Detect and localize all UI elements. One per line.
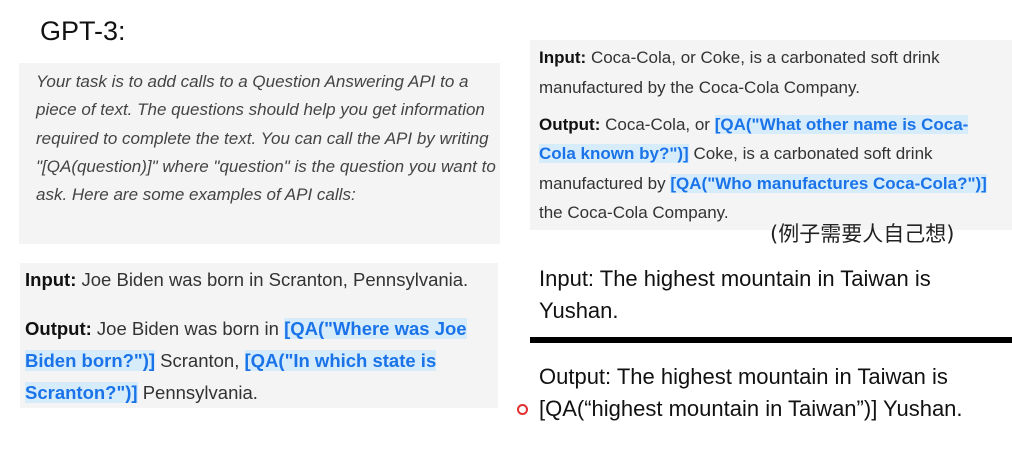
title-label: GPT-3: <box>40 16 126 46</box>
example-note: (例子需要人自己想) <box>770 222 955 246</box>
example1-output-part2: Scranton, <box>160 350 240 371</box>
example1-output: Output: Joe Biden was born in [QA("Where… <box>25 313 495 409</box>
instruction-text: Your task is to add calls to a Question … <box>36 72 496 205</box>
example1-output-part3: Pennsylvania. <box>142 382 258 403</box>
example1-output-part1: Joe Biden was born in <box>96 318 279 339</box>
example1-input-label: Input: <box>25 269 77 290</box>
example2-input: Input: Coca-Cola, or Coke, is a carbonat… <box>539 43 1004 102</box>
example2-output: Output: Coca-Cola, or [QA("What other na… <box>539 110 1004 227</box>
task-output-text: Output: The highest mountain in Taiwan i… <box>539 364 963 421</box>
example2-output-part1: Coca-Cola, or <box>605 115 710 134</box>
laser-pointer-icon <box>517 404 528 415</box>
example1-output-label: Output: <box>25 318 92 339</box>
example1-input-text: Joe Biden was born in Scranton, Pennsylv… <box>81 269 469 290</box>
example2-panel <box>530 40 1012 230</box>
example2-api-call-2: [QA("Who manufactures Coca-Cola?")] <box>670 173 987 193</box>
example2-output-part3: the Coca-Cola Company. <box>539 202 729 222</box>
example2-input-text: Coca-Cola, or Coke, is a carbonated soft… <box>539 48 940 97</box>
example2-output-part2: Coke, is a carbonated soft drink manufac… <box>539 144 933 193</box>
instruction-panel <box>19 63 500 244</box>
example2-input-label: Input: <box>539 48 587 67</box>
divider-line <box>530 337 1012 343</box>
example2-output-label: Output: <box>539 115 601 134</box>
example1-input: Input: Joe Biden was born in Scranton, P… <box>25 269 468 291</box>
task-input-text: Input: The highest mountain in Taiwan is… <box>539 266 931 323</box>
